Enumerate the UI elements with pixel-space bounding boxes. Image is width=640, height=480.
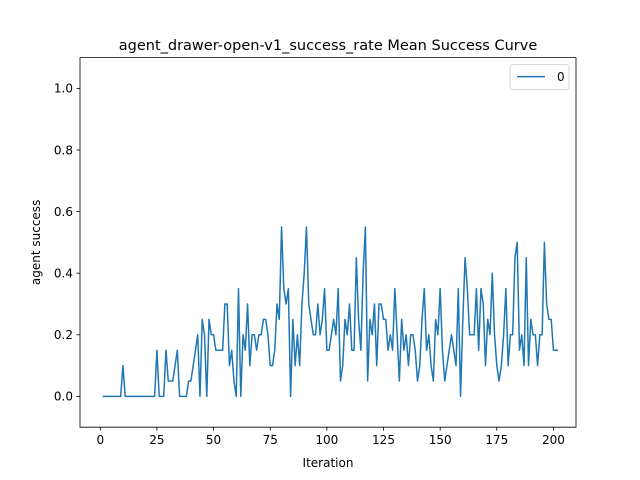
x-tick-label: 25	[149, 433, 164, 447]
x-tick-label: 75	[263, 433, 278, 447]
x-tick-label: 0	[96, 433, 104, 447]
y-tick-label: 0.0	[54, 390, 73, 404]
y-tick-label: 1.0	[54, 82, 73, 96]
x-tick-label: 125	[372, 433, 395, 447]
chart-title: agent_drawer-open-v1_success_rate Mean S…	[119, 38, 538, 54]
y-axis-label: agent success	[29, 200, 43, 285]
legend: 0	[509, 64, 570, 90]
x-tick-label: 175	[485, 433, 508, 447]
x-tick-label: 100	[315, 433, 338, 447]
x-axis-label: Iteration	[303, 456, 354, 470]
series-line-0	[102, 226, 558, 398]
plot-area	[80, 57, 576, 428]
y-tick-label: 0.6	[54, 205, 73, 219]
axes-frame	[79, 57, 577, 428]
x-tick-label: 50	[206, 433, 221, 447]
legend-label: 0	[557, 70, 565, 84]
y-tick-label: 0.4	[54, 267, 73, 281]
y-tick-label: 0.8	[54, 143, 73, 157]
x-tick-label: 200	[542, 433, 565, 447]
y-tick-label: 0.2	[54, 328, 73, 342]
x-tick-label: 150	[429, 433, 452, 447]
